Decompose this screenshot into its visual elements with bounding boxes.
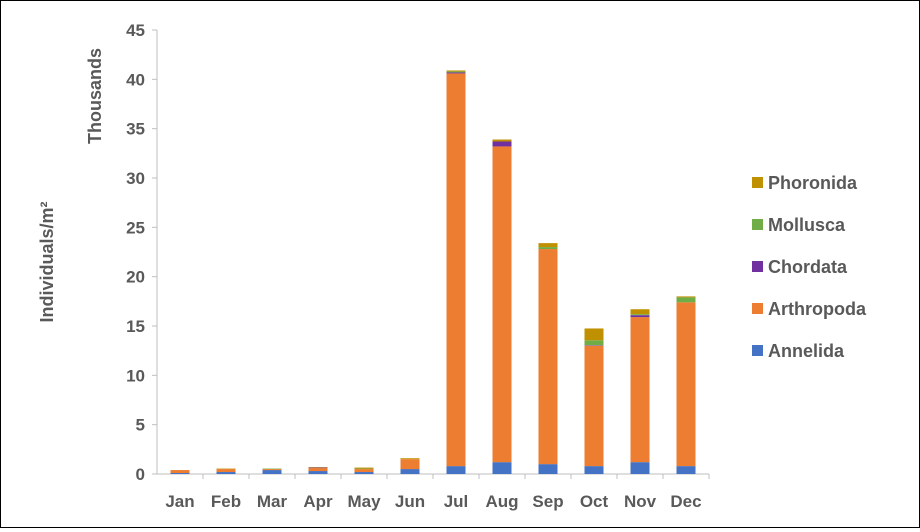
y-tick-label: 15 — [126, 317, 145, 336]
bar-segment-phoronida-feb — [216, 468, 236, 470]
bar-segment-chordata-nov — [630, 315, 650, 318]
bar-segment-arthropoda-may — [354, 469, 374, 473]
bar-segment-phoronida-oct — [584, 328, 604, 341]
axes: 0 5 10 15 20 25 30 35 40 45 Individuals/m² Thousand… — [37, 21, 710, 511]
bar-segment-annelida-jun — [400, 469, 420, 474]
bars — [170, 70, 696, 474]
bar-segment-annelida-dec — [676, 466, 696, 474]
legend-swatch-mollusca — [752, 219, 763, 230]
bar-segment-arthropoda-mar — [262, 469, 282, 471]
bar-segment-arthropoda-oct — [584, 345, 604, 467]
bar-segment-arthropoda-jul — [446, 73, 466, 467]
bar-segment-chordata-jul — [446, 72, 466, 74]
bar-segment-chordata-apr — [308, 467, 328, 469]
legend-label-mollusca: Mollusca — [768, 215, 846, 235]
legend-label-annelida: Annelida — [768, 341, 845, 361]
x-tick-label-may: May — [347, 492, 381, 511]
bar-segment-annelida-jul — [446, 466, 466, 474]
bar-segment-arthropoda-sep — [538, 249, 558, 465]
y-tick-label: 35 — [126, 120, 145, 139]
bar-segment-annelida-nov — [630, 462, 650, 474]
bar-segment-arthropoda-aug — [492, 146, 512, 463]
bar-segment-phoronida-jul — [446, 70, 466, 72]
x-tick-label-oct: Oct — [580, 492, 609, 511]
bar-segment-annelida-apr — [308, 471, 328, 474]
bar-segment-chordata-oct — [584, 345, 604, 346]
x-tick-label-dec: Dec — [670, 492, 701, 511]
legend-label-arthropoda: Arthropoda — [768, 299, 867, 319]
bar-segment-phoronida-nov — [630, 309, 650, 315]
legend: Phoronida Mollusca Chordata Arthropoda Annel… — [752, 173, 867, 361]
y-tick-label: 10 — [126, 366, 145, 385]
bar-segment-annelida-mar — [262, 470, 282, 474]
x-tick-label-jan: Jan — [165, 492, 194, 511]
bar-segment-chordata-aug — [492, 141, 512, 147]
bar-segment-phoronida-jun — [400, 458, 420, 460]
y-tick-label: 45 — [126, 21, 145, 40]
bar-segment-arthropoda-apr — [308, 468, 328, 472]
y-axis-title: Individuals/m² — [37, 201, 57, 322]
bar-segment-phoronida-may — [354, 467, 374, 469]
x-tick-label-nov: Nov — [624, 492, 657, 511]
bar-segment-arthropoda-dec — [676, 302, 696, 467]
bar-segment-mollusca-sep — [538, 247, 558, 250]
bar-segment-mollusca-nov — [630, 314, 650, 316]
bar-segment-phoronida-sep — [538, 243, 558, 248]
x-tick-label-aug: Aug — [485, 492, 518, 511]
y-tick-label: 25 — [126, 218, 145, 237]
bar-segment-mollusca-oct — [584, 340, 604, 346]
y-tick-label: 20 — [126, 268, 145, 287]
legend-swatch-chordata — [752, 261, 763, 272]
x-tick-label-sep: Sep — [532, 492, 563, 511]
legend-swatch-arthropoda — [752, 303, 763, 314]
bar-segment-phoronida-aug — [492, 139, 512, 142]
y-tick-label: 0 — [136, 465, 145, 484]
bar-segment-annelida-aug — [492, 462, 512, 474]
bar-segment-mollusca-dec — [676, 297, 696, 303]
x-tick-label-feb: Feb — [211, 492, 241, 511]
bar-segment-phoronida-dec — [676, 296, 696, 298]
bar-segment-arthropoda-nov — [630, 317, 650, 463]
bar-segment-annelida-may — [354, 472, 374, 474]
y-axis-unit-label: Thousands — [85, 48, 105, 144]
legend-label-phoronida: Phoronida — [768, 173, 858, 193]
bar-segment-annelida-jan — [170, 473, 190, 474]
y-tick-label: 40 — [126, 70, 145, 89]
legend-swatch-annelida — [752, 345, 763, 356]
bar-segment-arthropoda-jan — [170, 470, 190, 474]
bar-segment-arthropoda-feb — [216, 469, 236, 473]
y-tick-label: 30 — [126, 169, 145, 188]
y-tick-label: 5 — [136, 416, 145, 435]
bar-segment-mollusca-jul — [446, 71, 466, 73]
bar-segment-annelida-sep — [538, 464, 558, 474]
legend-swatch-phoronida — [752, 177, 763, 188]
x-tick-label-apr: Apr — [303, 492, 333, 511]
legend-label-chordata: Chordata — [768, 257, 848, 277]
bar-segment-annelida-feb — [216, 472, 236, 474]
bar-segment-phoronida-apr — [308, 467, 328, 468]
x-tick-label-mar: Mar — [257, 492, 288, 511]
x-tick-label-jun: Jun — [395, 492, 425, 511]
bar-segment-annelida-oct — [584, 466, 604, 474]
bar-segment-arthropoda-jun — [400, 459, 420, 470]
bar-segment-mollusca-mar — [262, 468, 282, 470]
bar-segment-mollusca-may — [354, 468, 374, 470]
x-tick-label-jul: Jul — [444, 492, 469, 511]
